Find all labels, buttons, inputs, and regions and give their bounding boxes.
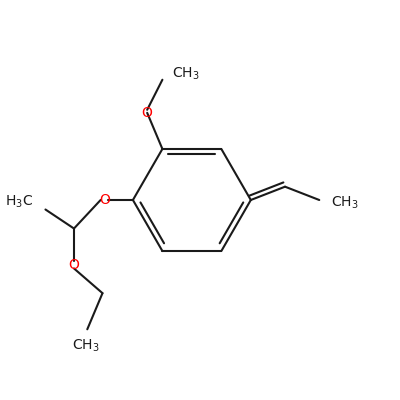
Text: H$_3$C: H$_3$C [5,194,33,210]
Text: CH$_3$: CH$_3$ [172,66,200,82]
Text: CH$_3$: CH$_3$ [72,338,99,354]
Text: O: O [99,193,110,207]
Text: O: O [68,258,80,272]
Text: O: O [142,106,153,120]
Text: CH$_3$: CH$_3$ [331,195,358,211]
